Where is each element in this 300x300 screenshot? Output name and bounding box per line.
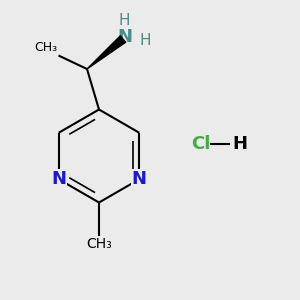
Text: H: H (119, 13, 130, 28)
Text: N: N (132, 170, 147, 188)
Text: N: N (51, 170, 66, 188)
Text: CH₃: CH₃ (34, 41, 57, 54)
Text: H: H (232, 135, 247, 153)
Text: Cl: Cl (190, 135, 210, 153)
Text: H: H (140, 33, 151, 48)
Polygon shape (87, 36, 126, 69)
Text: N: N (117, 28, 132, 46)
Text: CH₃: CH₃ (86, 237, 112, 251)
